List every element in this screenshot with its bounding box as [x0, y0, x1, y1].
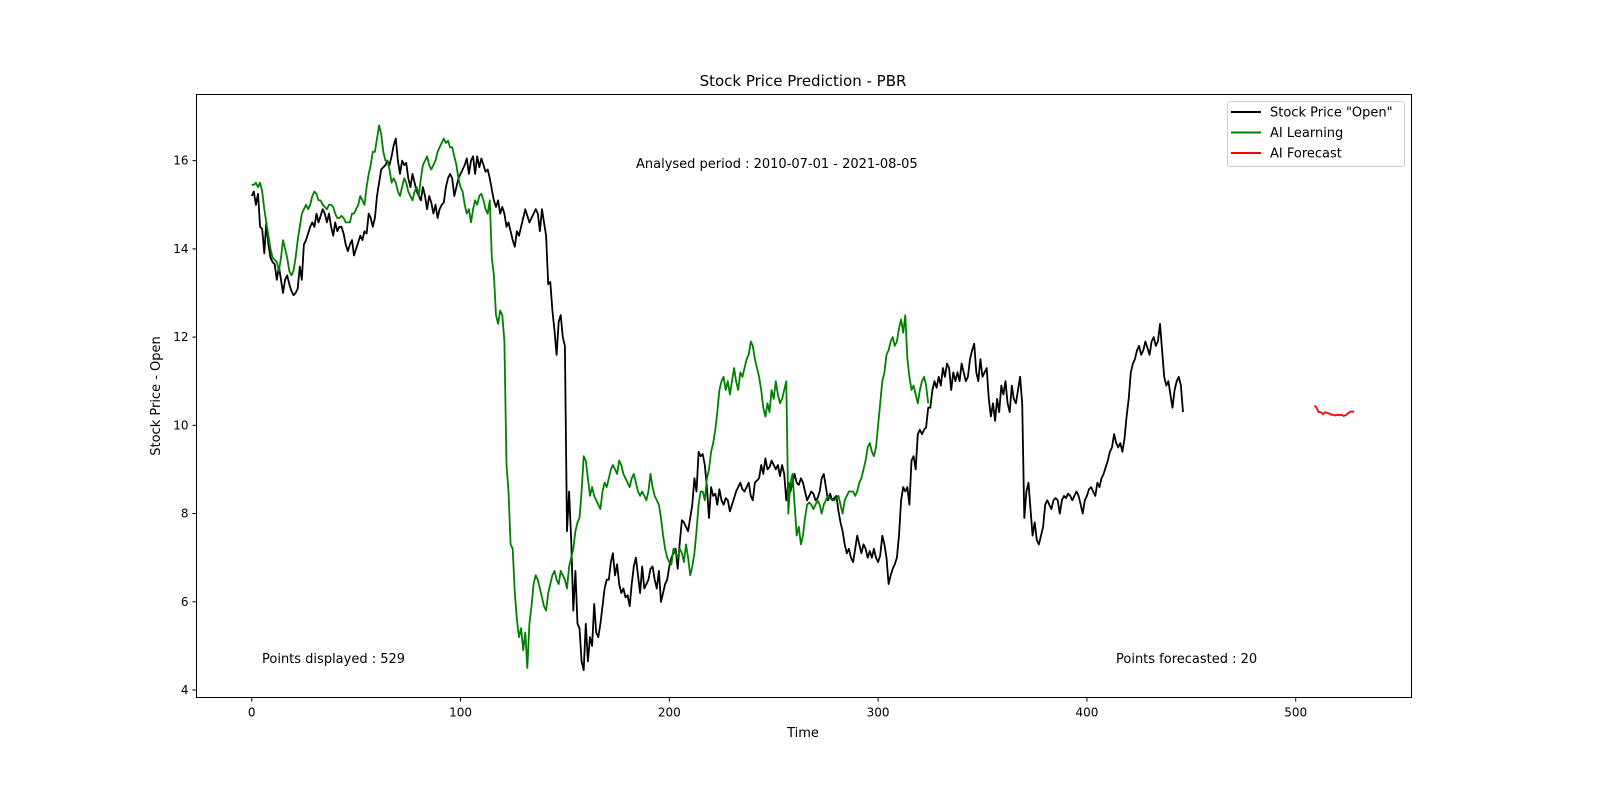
y-tick-label: 8 — [181, 507, 189, 521]
y-tick-label: 16 — [173, 154, 188, 168]
series-line-2 — [1313, 404, 1355, 417]
y-tick-label: 12 — [173, 330, 188, 344]
series-line-1 — [251, 124, 930, 669]
y-tick-label: 6 — [181, 595, 189, 609]
x-tick-label: 500 — [1284, 706, 1307, 720]
chart-title: Stock Price Prediction - PBR — [700, 72, 907, 90]
legend-label-0: Stock Price "Open" — [1270, 106, 1393, 121]
x-tick-label: 0 — [248, 706, 256, 720]
legend-label-1: AI Learning — [1270, 126, 1343, 141]
y-tick-label: 10 — [173, 418, 188, 432]
x-axis-label: Time — [786, 726, 819, 741]
x-tick-label: 400 — [1075, 706, 1098, 720]
y-tick-label: 4 — [181, 683, 189, 697]
legend-label-2: AI Forecast — [1270, 147, 1342, 162]
y-tick-label: 14 — [173, 242, 188, 256]
legend: Stock Price "Open" AI Learning AI Forecast — [1227, 101, 1405, 167]
x-tick-label: 100 — [449, 706, 472, 720]
period-annotation: Analysed period : 2010-07-01 - 2021-08-0… — [636, 157, 918, 172]
y-axis-label: Stock Price - Open — [149, 336, 164, 456]
plot-frame — [196, 94, 1412, 698]
points-forecasted-annotation: Points forecasted : 20 — [1116, 652, 1257, 667]
y-axis: 4 6 8 10 12 14 16 — [173, 154, 197, 697]
series-layer — [250, 124, 1355, 672]
points-displayed-annotation: Points displayed : 529 — [262, 652, 405, 667]
x-axis: 0 100 200 300 400 500 — [248, 697, 1307, 720]
legend-box — [1227, 101, 1405, 167]
x-tick-label: 300 — [867, 706, 890, 720]
series-line-0 — [250, 137, 1184, 672]
x-tick-label: 200 — [658, 706, 681, 720]
